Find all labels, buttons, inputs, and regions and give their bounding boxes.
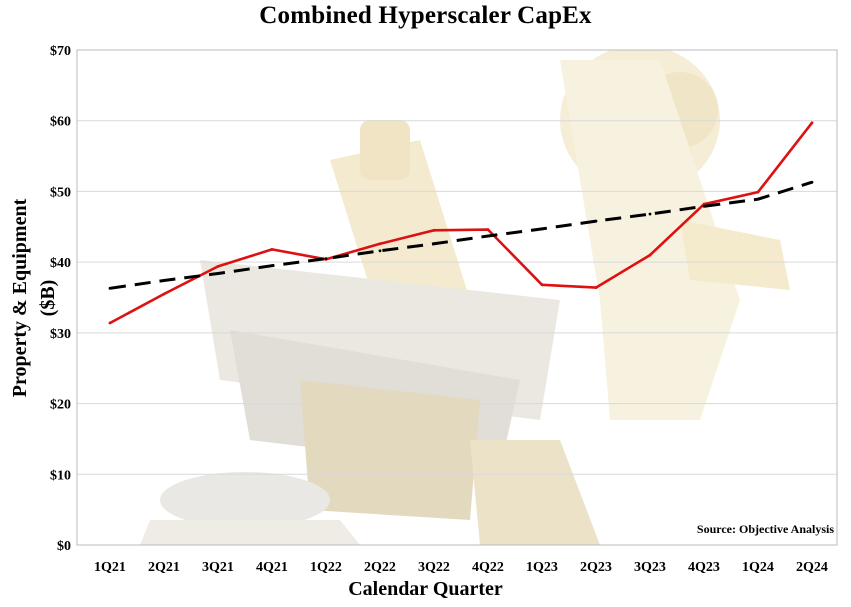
- trend-point: [756, 197, 760, 201]
- y-tick-label: $30: [50, 327, 71, 342]
- x-tick-label: 4Q23: [688, 560, 720, 575]
- trend-point: [324, 257, 328, 261]
- x-tick-label: 1Q24: [742, 560, 774, 575]
- background-microscope-image: [140, 50, 790, 545]
- x-tick-label: 3Q21: [202, 560, 234, 575]
- trend-point: [378, 249, 382, 253]
- x-axis-label: Calendar Quarter: [348, 578, 503, 600]
- x-tick-label: 4Q22: [472, 560, 504, 575]
- capex-point: [162, 292, 166, 296]
- trend-point: [216, 272, 220, 275]
- x-tick-label: 3Q23: [634, 560, 666, 575]
- x-tick-label: 2Q23: [580, 560, 612, 575]
- x-tick-label: 4Q21: [256, 560, 288, 575]
- trend-point: [432, 242, 436, 246]
- y-tick-label: $50: [50, 185, 71, 200]
- y-tick-label: $40: [50, 256, 71, 271]
- trend-point: [162, 279, 166, 282]
- x-tick-label: 2Q24: [796, 560, 828, 575]
- x-tick-label: 1Q22: [310, 560, 342, 575]
- capex-point: [756, 190, 760, 194]
- x-tick-label: 1Q23: [526, 560, 558, 575]
- y-axis-label: Property & Equipment ($B): [9, 198, 59, 398]
- x-tick-label: 3Q22: [418, 560, 450, 575]
- x-tick-label: 2Q22: [364, 560, 396, 575]
- y-tick-label: $0: [57, 539, 71, 554]
- capex-point: [108, 321, 112, 325]
- capex-point: [648, 253, 652, 257]
- y-tick-label: $70: [50, 44, 71, 59]
- capex-point: [432, 228, 436, 232]
- x-tick-label: 2Q21: [148, 560, 180, 575]
- trend-point: [810, 180, 814, 184]
- trend-point: [648, 212, 652, 216]
- capex-point: [216, 264, 220, 268]
- capex-line: [109, 122, 814, 325]
- capex-point: [594, 286, 598, 289]
- y-tick-label: $20: [50, 398, 71, 413]
- capex-point: [486, 228, 490, 232]
- y-tick-label: $10: [50, 468, 71, 483]
- trend-point: [486, 234, 490, 238]
- capex-point: [270, 248, 274, 251]
- trend-point: [540, 227, 544, 231]
- source-annotation: Source: Objective Analysis: [697, 522, 834, 536]
- capex-point: [378, 242, 382, 246]
- chart-title: Combined Hyperscaler CapEx: [259, 2, 592, 29]
- trend-point: [270, 264, 274, 268]
- trend-line: [109, 180, 813, 290]
- x-tick-label: 1Q21: [94, 560, 126, 575]
- capex-point: [810, 121, 814, 125]
- trend-point: [702, 204, 706, 208]
- trend-point: [594, 219, 598, 223]
- y-tick-label: $60: [50, 115, 71, 130]
- plot-border: [76, 49, 838, 546]
- capex-point: [540, 283, 544, 287]
- trend-point: [108, 286, 112, 290]
